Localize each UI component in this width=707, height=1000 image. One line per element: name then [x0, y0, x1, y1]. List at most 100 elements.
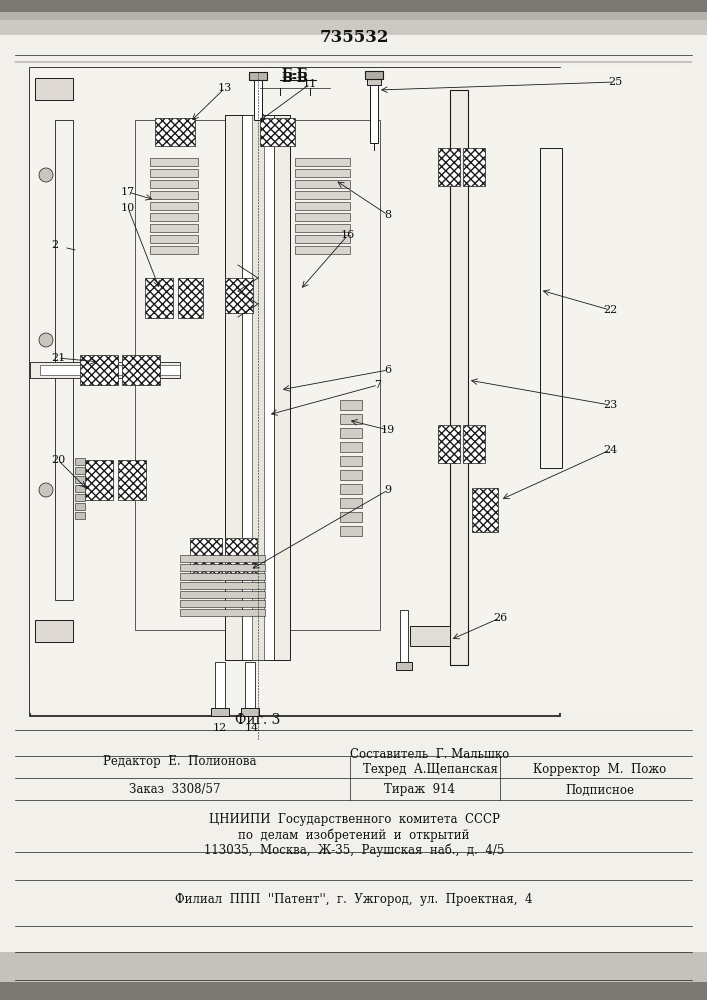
Bar: [254, 80, 262, 120]
Bar: [122, 355, 160, 385]
Bar: [155, 118, 195, 146]
Bar: [410, 626, 450, 646]
Bar: [80, 450, 150, 525]
Bar: [340, 456, 362, 466]
Bar: [295, 158, 350, 166]
Bar: [150, 118, 250, 146]
Bar: [145, 148, 200, 278]
Text: 9: 9: [385, 485, 392, 495]
Bar: [470, 480, 500, 540]
Bar: [295, 180, 350, 188]
Bar: [211, 708, 229, 716]
Bar: [0, 952, 707, 982]
Bar: [295, 235, 350, 243]
Bar: [180, 600, 265, 607]
Bar: [0, 0, 707, 12]
Text: 2: 2: [52, 240, 59, 250]
Text: 14: 14: [245, 723, 259, 733]
Text: 10: 10: [121, 203, 135, 213]
Bar: [118, 460, 146, 500]
Text: Корректор  М.  Пожо: Корректор М. Пожо: [533, 764, 667, 776]
Bar: [438, 148, 460, 186]
Bar: [340, 470, 362, 480]
Text: ЦНИИПИ  Государственного  комитета  СССР: ЦНИИПИ Государственного комитета СССР: [209, 814, 499, 826]
Bar: [438, 425, 460, 463]
Bar: [150, 169, 198, 177]
Bar: [30, 68, 680, 713]
Text: 20: 20: [51, 455, 65, 465]
Text: 6: 6: [385, 365, 392, 375]
Bar: [145, 278, 173, 318]
Text: 16: 16: [341, 230, 355, 240]
Bar: [75, 350, 190, 390]
Text: 26: 26: [493, 613, 507, 623]
Bar: [370, 78, 378, 143]
Bar: [242, 115, 274, 660]
Bar: [190, 538, 222, 580]
Bar: [55, 120, 73, 600]
Bar: [30, 75, 75, 665]
Bar: [340, 512, 362, 522]
Text: 24: 24: [603, 445, 617, 455]
Bar: [435, 140, 485, 195]
Bar: [340, 442, 362, 452]
Bar: [0, 20, 707, 35]
Bar: [75, 494, 85, 501]
Bar: [340, 498, 362, 508]
Bar: [220, 278, 285, 318]
Text: 22: 22: [603, 305, 617, 315]
Text: 23: 23: [603, 400, 617, 410]
Bar: [225, 538, 257, 580]
Bar: [150, 235, 198, 243]
Bar: [75, 485, 85, 492]
Bar: [249, 72, 267, 80]
Text: 19: 19: [381, 425, 395, 435]
Text: 735532: 735532: [320, 29, 389, 46]
Text: 12: 12: [213, 723, 227, 733]
Bar: [295, 224, 350, 232]
Bar: [245, 662, 255, 710]
Text: 113035,  Москва,  Ж-35,  Раушская  наб.,  д.  4/5: 113035, Москва, Ж-35, Раушская наб., д. …: [204, 843, 504, 857]
Bar: [75, 467, 85, 474]
Bar: [85, 460, 113, 500]
Bar: [472, 488, 498, 532]
Bar: [540, 148, 562, 468]
Bar: [340, 526, 362, 536]
Text: 7: 7: [375, 380, 382, 390]
Text: 25: 25: [608, 77, 622, 87]
Text: 21: 21: [51, 353, 65, 363]
Bar: [252, 115, 264, 660]
Circle shape: [39, 333, 53, 347]
Bar: [251, 78, 265, 86]
Bar: [435, 418, 485, 473]
Bar: [150, 224, 198, 232]
Bar: [400, 610, 408, 665]
Bar: [75, 503, 85, 510]
Bar: [35, 642, 73, 660]
Bar: [150, 191, 198, 199]
Bar: [295, 191, 350, 199]
Bar: [150, 158, 198, 166]
Text: Тираж  914: Тираж 914: [385, 784, 455, 796]
Bar: [30, 68, 560, 716]
Bar: [380, 120, 435, 630]
Text: Составитель  Г. Мальшко: Составитель Г. Мальшко: [351, 748, 510, 762]
Bar: [185, 530, 260, 630]
Bar: [365, 71, 383, 79]
Bar: [150, 180, 198, 188]
Bar: [150, 246, 198, 254]
Text: Б-Б: Б-Б: [281, 68, 308, 81]
Bar: [80, 355, 118, 385]
Bar: [295, 246, 350, 254]
Bar: [340, 414, 362, 424]
Bar: [260, 118, 295, 146]
Text: 17: 17: [121, 187, 135, 197]
Bar: [340, 428, 362, 438]
Text: Филиал  ППП  ''Патент'',  г.  Ужгород,  ул.  Проектная,  4: Филиал ППП ''Патент'', г. Ужгород, ул. П…: [175, 894, 533, 906]
Bar: [150, 213, 198, 221]
Bar: [30, 362, 180, 378]
Bar: [255, 118, 325, 146]
Bar: [502, 130, 537, 540]
Bar: [295, 213, 350, 221]
Bar: [241, 708, 259, 716]
